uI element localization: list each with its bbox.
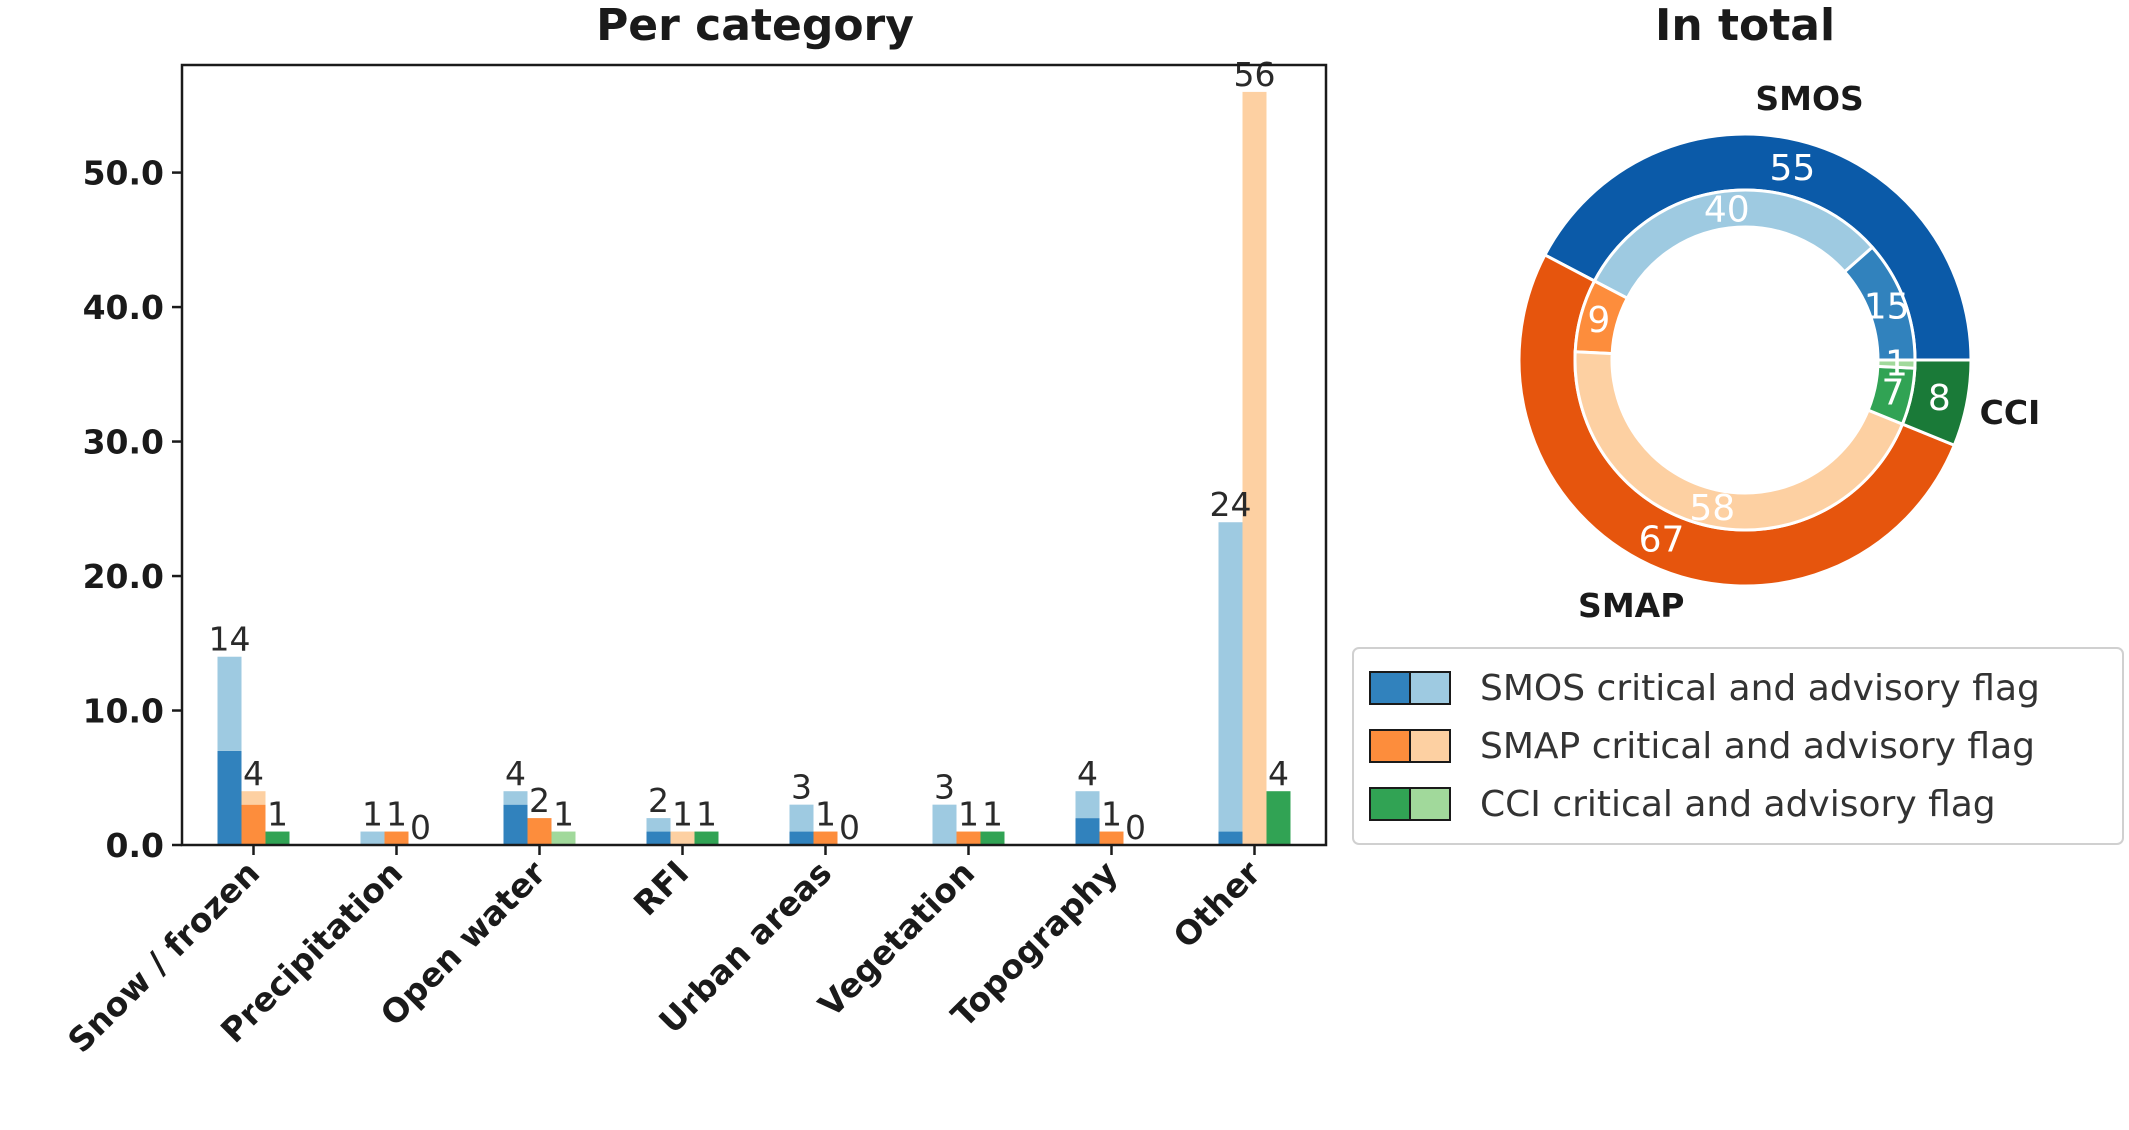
legend-swatch-cci-critical (1369, 787, 1411, 821)
legend-entry-cci: CCI critical and advisory flag (1369, 784, 1996, 825)
bar-cci-critical (1266, 791, 1291, 845)
y-axis: 0.0 10.0 20.0 30.0 40.0 50.0 (83, 154, 182, 865)
legend-frame (1352, 647, 2124, 845)
bar-smap-critical (1099, 831, 1124, 845)
legend-swatch-cci-advisory (1409, 787, 1451, 821)
bar-cci-critical (694, 831, 719, 845)
bar-value-label: 14 (209, 620, 251, 659)
bar-smos-advisory (646, 818, 671, 832)
donut-inner-value: 9 (1587, 300, 1610, 341)
bar-value-label: 1 (982, 795, 1003, 834)
y-tick-label: 20.0 (83, 557, 164, 596)
bar-smos-advisory (503, 791, 528, 805)
bar-smap-advisory (670, 831, 695, 845)
bar-smos-advisory (789, 804, 814, 832)
bar-chart-title: Per category (596, 0, 914, 51)
bar-smap-critical (384, 831, 409, 845)
bar-smos-advisory (217, 656, 242, 751)
bar-value-label: 1 (672, 795, 693, 834)
bar-smos-advisory (1218, 522, 1243, 832)
donut-inner-value: 7 (1881, 373, 1904, 414)
bar-value-label: 1 (267, 795, 288, 834)
bar-smos-advisory (360, 831, 385, 845)
donut-outer-value: 67 (1639, 520, 1685, 561)
donut-inner-smap-advisory (1573, 350, 1905, 532)
bar-smap-critical (813, 831, 838, 845)
y-tick-label: 0.0 (106, 826, 164, 865)
donut-inner-value: 1 (1885, 344, 1908, 385)
bar-value-label: 2 (529, 781, 550, 820)
donut-inner-value: 40 (1704, 190, 1750, 231)
legend: SMOS critical and advisory flag SMAP cri… (1352, 647, 2124, 845)
y-tick-label: 30.0 (83, 423, 164, 462)
donut-group-label: SMAP (1578, 586, 1684, 625)
legend-swatch-smap-critical (1369, 729, 1411, 763)
donut-chart: 55 SMOS 67 SMAP 8 CCI 15 40 9 58 71 (1517, 79, 2041, 625)
donut-outer-value: 8 (1928, 378, 1951, 419)
legend-entry-smap: SMAP critical and advisory flag (1369, 726, 2035, 767)
donut-inner-cci-advisory (1876, 358, 1917, 370)
donut-outer-value: 55 (1769, 148, 1815, 189)
bar-value-label: 1 (553, 795, 574, 834)
bar-smos-critical (503, 804, 528, 845)
bar-value-label: 3 (791, 768, 812, 807)
bar-smos-critical (1075, 818, 1100, 845)
legend-swatch-smap-advisory (1409, 729, 1451, 763)
bar-cci-critical (980, 831, 1005, 845)
bar-smos-critical (1218, 831, 1243, 845)
bar-series-group (217, 91, 1291, 846)
bar-value-label: 24 (1210, 485, 1252, 524)
bar-value-label: 0 (1125, 808, 1146, 847)
bar-value-label: 0 (410, 808, 431, 847)
bar-value-label: 1 (1101, 795, 1122, 834)
bar-value-label: 4 (1268, 754, 1289, 793)
bar-value-label: 1 (362, 795, 383, 834)
bar-cci-critical (265, 831, 290, 845)
bar-smap-critical (241, 804, 266, 845)
legend-label-cci: CCI critical and advisory flag (1480, 784, 1996, 825)
y-tick-label: 10.0 (83, 692, 164, 731)
bar-smos-critical (217, 750, 242, 845)
bar-value-label: 1 (386, 795, 407, 834)
bar-smos-advisory (932, 804, 957, 845)
bar-smos-advisory (1075, 791, 1100, 819)
donut-group-label: CCI (1980, 393, 2041, 432)
bar-value-label: 1 (815, 795, 836, 834)
bar-value-label: 1 (958, 795, 979, 834)
bar-smap-advisory (1242, 91, 1267, 846)
plot-frame (180, 63, 1328, 847)
bar-smap-critical (956, 831, 981, 845)
bar-value-label: 1 (696, 795, 717, 834)
bar-value-label: 0 (839, 808, 860, 847)
bar-value-label: 3 (934, 768, 955, 807)
donut-chart-title: In total (1655, 0, 1835, 51)
bar-value-label: 56 (1234, 55, 1276, 94)
bar-smos-critical (646, 831, 671, 845)
legend-label-smap: SMAP critical and advisory flag (1480, 726, 2035, 767)
bar-smap-critical (527, 818, 552, 845)
bar-smap-advisory (241, 791, 266, 805)
bar-value-label: 2 (648, 781, 669, 820)
legend-swatch-smos-critical (1369, 671, 1411, 705)
donut-group-label: SMOS (1755, 79, 1863, 118)
bar-smos-critical (789, 831, 814, 845)
bar-cci-advisory (551, 831, 576, 845)
y-tick-label: 40.0 (83, 288, 164, 327)
legend-swatch-smos-advisory (1409, 671, 1451, 705)
y-tick-label: 50.0 (83, 154, 164, 193)
donut-inner-value: 58 (1689, 488, 1735, 529)
bar-value-label: 4 (1077, 754, 1098, 793)
legend-label-smos: SMOS critical and advisory flag (1480, 668, 2040, 709)
bar-value-label: 4 (505, 754, 526, 793)
donut-inner-value: 15 (1864, 286, 1910, 327)
bar-value-label: 4 (243, 754, 264, 793)
legend-entry-smos: SMOS critical and advisory flag (1369, 668, 2040, 709)
